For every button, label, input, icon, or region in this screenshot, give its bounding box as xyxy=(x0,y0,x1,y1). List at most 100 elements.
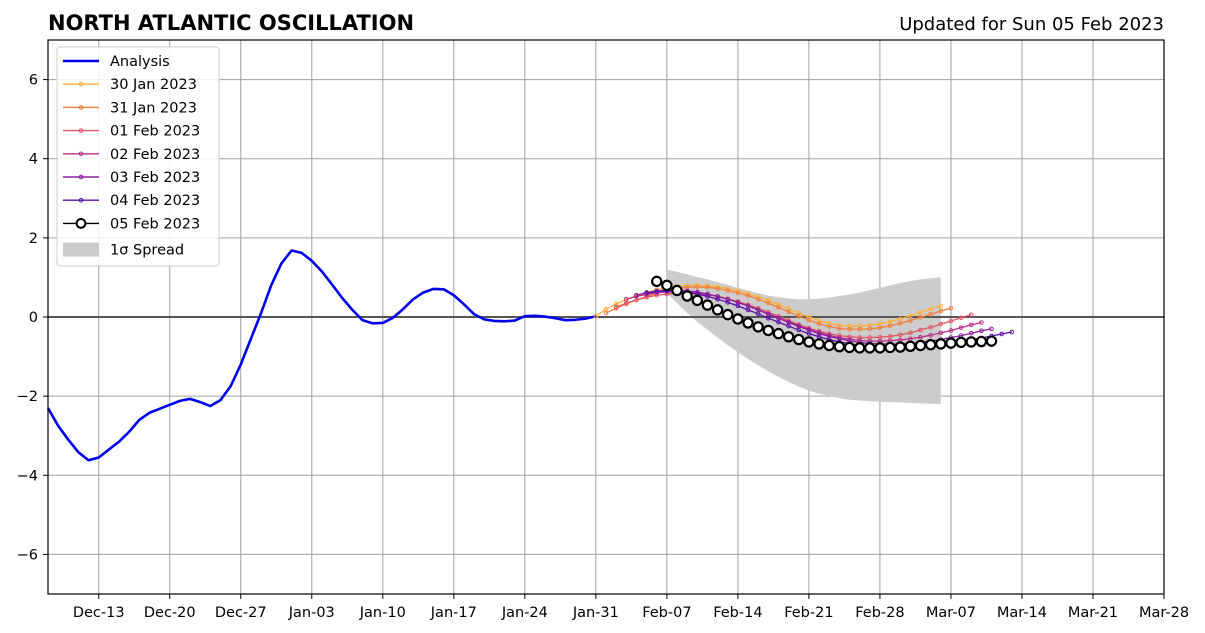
chart-title: NORTH ATLANTIC OSCILLATION xyxy=(48,11,414,35)
data-point xyxy=(715,294,720,299)
x-tick-label: Mar-21 xyxy=(1068,605,1118,621)
data-point xyxy=(897,332,903,338)
plot-area xyxy=(46,39,1165,595)
data-point xyxy=(985,335,998,347)
data-point xyxy=(918,327,923,333)
data-point xyxy=(644,290,649,296)
data-point xyxy=(752,321,764,333)
data-point xyxy=(948,318,954,324)
data-point xyxy=(924,339,937,351)
data-point xyxy=(864,342,876,354)
legend-marker xyxy=(78,128,84,133)
x-tick-label: Dec-27 xyxy=(215,605,267,621)
data-point xyxy=(725,300,731,305)
data-point xyxy=(766,298,771,303)
data-point xyxy=(968,322,974,328)
legend-box xyxy=(56,46,220,267)
data-point xyxy=(715,296,720,302)
data-point xyxy=(786,309,791,315)
legend-label: 31 Jan 2023 xyxy=(110,100,197,116)
analysis-line xyxy=(46,249,597,462)
legend-marker xyxy=(78,197,84,203)
legend-label: 05 Feb 2023 xyxy=(110,216,200,232)
analysis-layer xyxy=(46,249,597,462)
data-point xyxy=(908,313,913,319)
data-point xyxy=(691,294,704,307)
data-point xyxy=(715,286,720,291)
data-point xyxy=(711,304,724,316)
data-point xyxy=(745,307,751,313)
data-point xyxy=(928,311,933,317)
data-point xyxy=(867,326,873,332)
spread-band xyxy=(666,269,941,405)
data-point xyxy=(766,315,771,321)
data-point xyxy=(979,320,984,325)
data-point xyxy=(843,341,856,354)
series-6 xyxy=(651,275,998,354)
data-point xyxy=(762,324,775,337)
legend-marker xyxy=(75,218,87,229)
data-point xyxy=(766,300,771,306)
spread-layer xyxy=(666,269,941,405)
x-tick-label: Jan-31 xyxy=(572,605,619,621)
data-point xyxy=(857,335,862,340)
data-point xyxy=(938,303,944,309)
data-point xyxy=(823,339,835,352)
data-point xyxy=(847,326,852,332)
legend-marker xyxy=(78,81,84,87)
legend-label: Analysis xyxy=(110,54,170,70)
data-point xyxy=(735,290,741,296)
data-point xyxy=(968,330,974,336)
data-point xyxy=(928,324,933,330)
data-point xyxy=(918,315,923,320)
legend-label: 02 Feb 2023 xyxy=(110,147,200,163)
data-point xyxy=(833,340,846,353)
data-point xyxy=(908,318,913,323)
x-tick-label: Mar-07 xyxy=(926,605,976,621)
data-point xyxy=(806,317,812,323)
data-point xyxy=(918,309,923,315)
data-point xyxy=(975,335,988,348)
y-tick-label: −2 xyxy=(17,389,38,405)
x-tick-label: Dec-13 xyxy=(73,605,125,621)
data-point xyxy=(695,284,700,290)
data-point xyxy=(816,321,822,327)
data-point xyxy=(945,337,957,349)
data-point xyxy=(705,294,710,299)
data-point xyxy=(857,326,862,332)
data-point xyxy=(796,327,802,333)
x-tick-label: Jan-17 xyxy=(430,605,477,621)
data-point xyxy=(1009,329,1015,335)
data-point xyxy=(887,323,893,329)
forecast-series-layer xyxy=(593,275,1015,354)
data-point xyxy=(651,275,663,288)
y-tick-label: −4 xyxy=(17,468,38,484)
x-tick-label: Jan-24 xyxy=(501,605,548,621)
data-point xyxy=(661,279,673,292)
data-point xyxy=(935,338,947,350)
data-point xyxy=(979,328,984,334)
data-point xyxy=(897,321,903,326)
data-point xyxy=(877,325,883,330)
data-point xyxy=(908,330,913,336)
legend-label: 1σ Spread xyxy=(110,243,184,259)
data-point xyxy=(999,331,1004,337)
data-point xyxy=(914,339,927,352)
data-point xyxy=(745,293,751,298)
data-point xyxy=(955,336,967,349)
data-point xyxy=(755,296,761,302)
data-point xyxy=(904,340,917,352)
legend-marker xyxy=(78,105,84,110)
data-point xyxy=(884,341,896,354)
data-point xyxy=(786,323,791,329)
x-tick-label: Mar-28 xyxy=(1139,605,1189,621)
x-tick-label: Dec-20 xyxy=(144,605,196,621)
data-point xyxy=(603,310,609,316)
y-axis: −6 −4 −2 0 2 4 6 xyxy=(17,73,48,563)
legend-swatch xyxy=(63,242,99,257)
data-point xyxy=(755,311,761,317)
data-point xyxy=(958,325,964,330)
data-point xyxy=(948,328,954,333)
data-point xyxy=(968,312,974,317)
x-axis: Dec-13 Dec-20 Dec-27 Jan-03 Jan-10 Jan-17 Jan-… xyxy=(73,594,1189,621)
